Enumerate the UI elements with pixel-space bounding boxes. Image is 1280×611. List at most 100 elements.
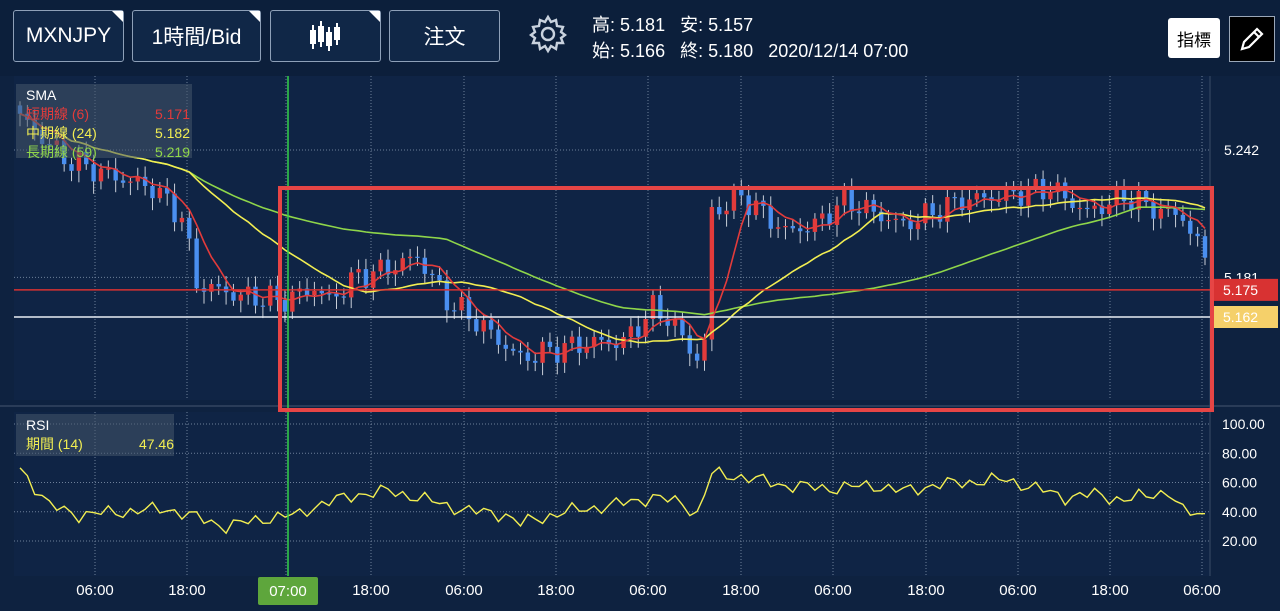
- candlesticks: [17, 101, 1208, 376]
- pencil-icon: [1240, 27, 1264, 51]
- timeframe-label: 1時間/Bid: [151, 26, 242, 49]
- candle-body: [142, 176, 148, 186]
- candle-body: [371, 271, 376, 288]
- candle-body: [84, 151, 89, 165]
- crosshair-time-tag: [258, 577, 318, 605]
- indicator-label: 指標: [1177, 30, 1211, 50]
- rsi-tick-label: 60.00: [1222, 475, 1257, 491]
- candle-body: [1107, 204, 1112, 215]
- candle-body: [326, 293, 332, 295]
- candle-body: [650, 295, 656, 319]
- candle-body: [731, 188, 737, 211]
- candle-body: [577, 336, 582, 353]
- candle-body: [1195, 233, 1200, 237]
- candle-body: [179, 217, 185, 223]
- candle-body: [805, 231, 810, 233]
- candle-body: [238, 294, 244, 301]
- price-panel: [14, 76, 1210, 400]
- candle-body: [1033, 178, 1038, 188]
- sma-mid-line: [19, 113, 1206, 344]
- order-label: 注文: [423, 26, 466, 49]
- candle-body: [194, 238, 199, 289]
- rsi-line: [19, 466, 1206, 535]
- bid-price-tag: [1212, 306, 1278, 328]
- candle-body: [547, 341, 553, 347]
- candle-body: [790, 225, 796, 229]
- candle-body: [871, 199, 876, 212]
- candle-body: [1121, 186, 1127, 202]
- rsi-polyline: [19, 466, 1206, 535]
- candle-body: [694, 353, 700, 361]
- low-label: 安:: [680, 15, 704, 35]
- candle-body: [636, 326, 641, 337]
- sma-short-label: 短期線 (6): [26, 106, 89, 122]
- candle-body: [231, 292, 236, 301]
- price-tick-label: 5.242: [1224, 142, 1259, 158]
- open-label: 始:: [592, 41, 616, 61]
- candle-body: [474, 319, 479, 332]
- candle-body: [834, 205, 840, 225]
- candle-body: [1077, 207, 1083, 210]
- price-tag-label: 5.175: [1223, 282, 1258, 298]
- symbol-selector-button[interactable]: MXNJPY: [13, 10, 124, 62]
- sma-short-line: [19, 113, 1206, 356]
- candle-body: [878, 211, 884, 222]
- candle-body: [268, 285, 273, 306]
- candle-body: [665, 318, 670, 326]
- rsi-panel: [14, 412, 1210, 576]
- candle-body: [341, 296, 347, 298]
- order-button[interactable]: 注文: [389, 10, 500, 62]
- candle-body: [260, 305, 266, 307]
- time-tick-label: 18:00: [537, 582, 575, 599]
- candle-body: [930, 203, 935, 216]
- low-value: 5.157: [708, 15, 754, 35]
- candle-body: [893, 218, 899, 220]
- timeframe-selector-button[interactable]: 1時間/Bid: [132, 10, 261, 62]
- candle-body: [849, 187, 854, 212]
- candle-body: [967, 199, 972, 211]
- time-tick-label: 18:00: [168, 582, 206, 599]
- candle-body: [717, 207, 722, 215]
- candle-body: [952, 197, 957, 199]
- chart-type-button[interactable]: [270, 10, 381, 62]
- candle-body: [510, 348, 516, 351]
- sma-long-line: [19, 113, 1206, 316]
- candle-body: [533, 360, 538, 363]
- candle-body: [165, 187, 170, 194]
- time-tick-label: 06:00: [445, 582, 483, 599]
- candle-body: [135, 176, 140, 182]
- candle-body: [452, 310, 457, 312]
- candle-body: [1070, 198, 1075, 209]
- candle-body: [613, 344, 619, 349]
- candle-body: [1173, 207, 1178, 215]
- indicator-button[interactable]: 指標: [1168, 18, 1220, 58]
- candle-body: [275, 285, 280, 300]
- current-price-tag: [1212, 278, 1278, 301]
- candle-body: [812, 218, 818, 232]
- dropdown-corner-icon: [249, 11, 260, 22]
- candle-body: [599, 336, 604, 340]
- time-tick-label: 06:00: [814, 582, 852, 599]
- price-tag-label: 5.162: [1223, 309, 1258, 325]
- candle-body: [709, 207, 715, 340]
- sma-long-label: 長期線 (59): [26, 144, 97, 160]
- chart-area[interactable]: 5.242 5.181 100.00 80.00 60.00 40.00 20.00 06:0…: [0, 76, 1280, 606]
- candle-body: [503, 344, 508, 349]
- candle-body: [1004, 188, 1009, 201]
- candle-body: [820, 213, 825, 219]
- candle-body: [687, 335, 692, 354]
- candle-body: [886, 219, 891, 222]
- sma-long-value: 5.219: [154, 144, 190, 160]
- crosshair-time-label: 07:00: [269, 583, 307, 600]
- time-tick-label: 06:00: [629, 582, 667, 599]
- rsi-value: 47.46: [138, 436, 174, 452]
- candle-body: [827, 213, 832, 225]
- settings-gear-icon[interactable]: [528, 14, 568, 59]
- draw-pencil-button[interactable]: [1229, 16, 1275, 62]
- candle-body: [901, 218, 906, 221]
- candle-body: [959, 197, 965, 211]
- candle-body: [1085, 207, 1090, 210]
- high-label: 高:: [592, 15, 616, 35]
- candle-body: [628, 326, 634, 338]
- candle-body: [658, 295, 663, 319]
